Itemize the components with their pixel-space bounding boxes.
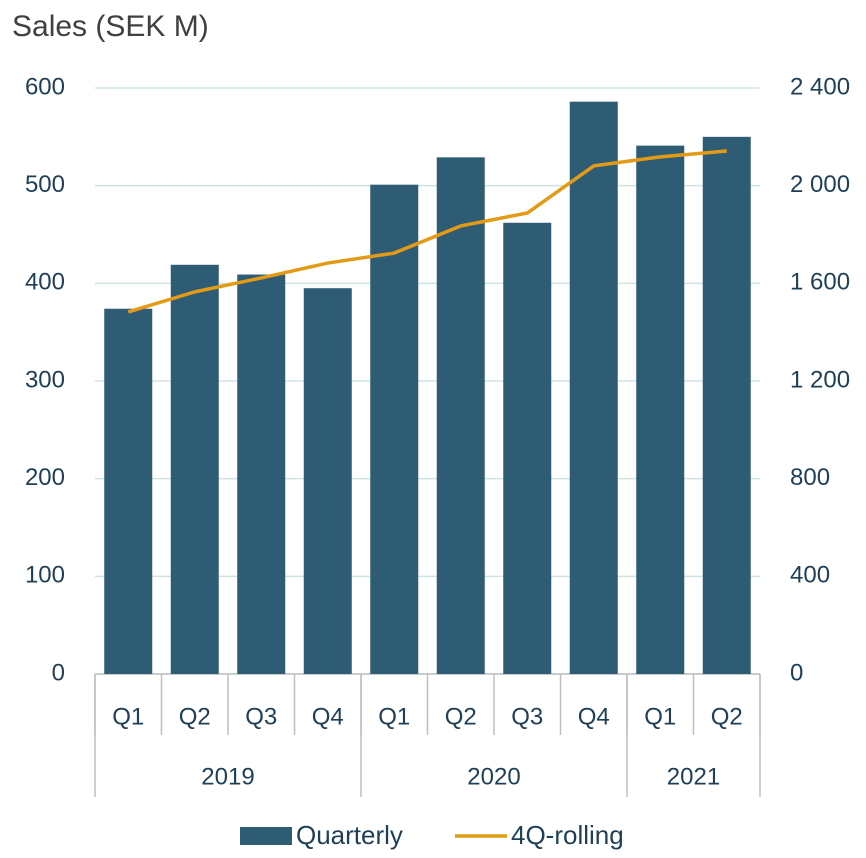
y2-tick-label: 0 (790, 659, 803, 686)
bar (370, 184, 419, 674)
group-label: 2019 (201, 763, 254, 790)
y-tick-label: 600 (25, 73, 65, 100)
bar (104, 308, 153, 674)
x-tick-label: Q4 (578, 703, 610, 730)
x-tick-label: Q2 (711, 703, 743, 730)
x-tick-label: Q3 (245, 703, 277, 730)
y2-tick-label: 1 200 (790, 366, 850, 393)
bar (503, 222, 552, 674)
y2-tick-label: 800 (790, 464, 830, 491)
group-label: 2021 (667, 763, 720, 790)
legend-swatch (240, 827, 292, 845)
x-tick-label: Q2 (445, 703, 477, 730)
y2-tick-label: 2 400 (790, 73, 850, 100)
x-tick-label: Q1 (644, 703, 676, 730)
y2-tick-label: 2 000 (790, 171, 850, 198)
chart-title: Sales (SEK M) (12, 10, 209, 43)
y-tick-label: 500 (25, 171, 65, 198)
bar (303, 288, 352, 674)
y-tick-label: 100 (25, 562, 65, 589)
line (127, 149, 727, 314)
bar (702, 136, 751, 675)
y-tick-label: 200 (25, 464, 65, 491)
bar (569, 101, 618, 674)
y-tick-label: 0 (52, 659, 65, 686)
x-tick-label: Q2 (179, 703, 211, 730)
y2-tick-label: 1 600 (790, 269, 850, 296)
y2-tick-label: 400 (790, 562, 830, 589)
x-tick-label: Q1 (112, 703, 144, 730)
legend-label: Quarterly (296, 820, 403, 850)
y-tick-label: 300 (25, 366, 65, 393)
bar (237, 274, 286, 674)
legend-label: 4Q-rolling (511, 820, 624, 850)
bar (636, 145, 685, 674)
x-tick-label: Q4 (312, 703, 344, 730)
x-tick-label: Q3 (511, 703, 543, 730)
group-label: 2020 (467, 763, 520, 790)
bar (436, 157, 485, 675)
bar (170, 264, 219, 674)
x-tick-label: Q1 (378, 703, 410, 730)
y-tick-label: 400 (25, 269, 65, 296)
